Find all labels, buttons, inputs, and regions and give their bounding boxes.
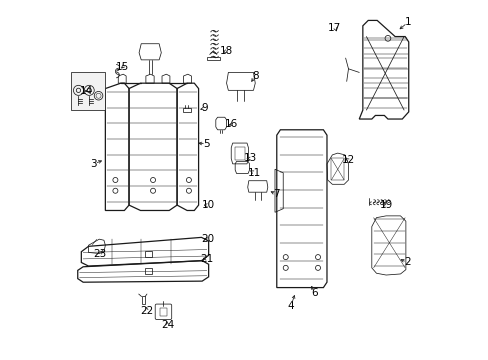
Text: 17: 17 — [327, 23, 341, 33]
Text: 3: 3 — [90, 159, 97, 169]
Text: 24: 24 — [161, 320, 174, 330]
Text: 14: 14 — [79, 86, 92, 96]
Text: 18: 18 — [220, 46, 233, 56]
Text: 6: 6 — [310, 288, 317, 298]
Bar — [70, 72, 104, 110]
Text: 20: 20 — [201, 234, 214, 244]
Text: 23: 23 — [94, 248, 107, 258]
Text: 12: 12 — [341, 155, 354, 165]
Text: 13: 13 — [243, 153, 256, 163]
Text: 2: 2 — [404, 257, 410, 267]
Text: 21: 21 — [200, 254, 213, 264]
Text: 16: 16 — [224, 120, 237, 129]
Text: 22: 22 — [140, 306, 153, 316]
Text: 9: 9 — [202, 103, 208, 113]
Text: 19: 19 — [379, 200, 392, 210]
Text: 7: 7 — [273, 189, 280, 199]
Text: 10: 10 — [202, 200, 215, 210]
Text: 11: 11 — [247, 168, 261, 178]
Text: 8: 8 — [251, 71, 258, 81]
Text: 4: 4 — [287, 301, 294, 311]
Bar — [160, 308, 167, 316]
Text: 1: 1 — [404, 17, 410, 27]
Text: 15: 15 — [116, 62, 129, 72]
Bar — [142, 296, 145, 304]
Text: 5: 5 — [203, 139, 210, 149]
Bar — [144, 267, 152, 274]
Bar — [144, 251, 152, 257]
